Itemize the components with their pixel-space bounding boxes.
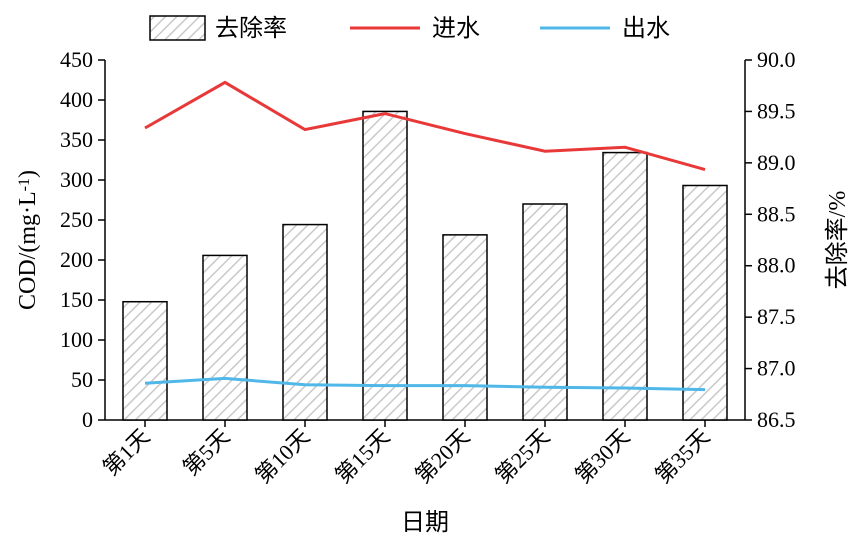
y-left-tick-label: 0 <box>82 407 93 432</box>
y-right-tick-label: 90.0 <box>757 47 796 72</box>
x-tick-label: 第15天 <box>330 424 394 488</box>
bar <box>283 225 327 420</box>
bar <box>363 111 407 420</box>
chart-svg: 去除率 进水 出水 0 50 100 150 200 250 300 350 400 450 86… <box>0 0 865 544</box>
y-left-tick-label: 450 <box>60 47 93 72</box>
legend-bar-swatch <box>150 16 205 40</box>
x-tick-label: 第25天 <box>490 424 554 488</box>
legend-blue-label: 出水 <box>622 15 670 42</box>
legend-bar-label: 去除率 <box>215 15 287 42</box>
y-left-tick-label: 300 <box>60 167 93 192</box>
y-right-title: 去除率/% <box>824 191 851 290</box>
x-tick-label: 第1天 <box>98 424 155 481</box>
bars-group <box>123 111 727 420</box>
y-left-tick-label: 350 <box>60 127 93 152</box>
y-left-tick-label: 150 <box>60 287 93 312</box>
x-tick-label: 第10天 <box>250 424 314 488</box>
bar <box>123 302 167 420</box>
legend: 去除率 进水 出水 <box>150 15 670 42</box>
y-right-tick-label: 87.5 <box>757 304 796 329</box>
x-tick-label: 第20天 <box>410 424 474 488</box>
x-ticks: 第1天第5天第10天第15天第20天第25天第30天第35天 <box>98 420 715 488</box>
y-left-tick-label: 50 <box>71 367 93 392</box>
y-left-tick-label: 250 <box>60 207 93 232</box>
bar <box>203 255 247 420</box>
y-left-tick-label: 100 <box>60 327 93 352</box>
x-axis-title: 日期 <box>401 510 449 536</box>
y-left-title: COD/(mg·L-1) <box>15 170 41 310</box>
y-right-tick-label: 88.0 <box>757 253 796 278</box>
bar <box>683 185 727 420</box>
y-left-tick-label: 400 <box>60 87 93 112</box>
y-left-tick-label: 200 <box>60 247 93 272</box>
y-right-tick-label: 89.0 <box>757 150 796 175</box>
x-tick-label: 第35天 <box>650 424 714 488</box>
y-right-tick-label: 86.5 <box>757 407 796 432</box>
legend-red-label: 进水 <box>432 15 480 42</box>
y-right-tick-label: 87.0 <box>757 356 796 381</box>
x-tick-label: 第5天 <box>178 424 235 481</box>
y-right-tick-label: 88.5 <box>757 201 796 226</box>
bar <box>443 235 487 420</box>
x-tick-label: 第30天 <box>570 424 634 488</box>
axes <box>105 60 745 420</box>
y-right-ticks: 86.5 87.0 87.5 88.0 88.5 89.0 89.5 90.0 <box>745 47 796 432</box>
y-right-tick-label: 89.5 <box>757 98 796 123</box>
y-left-ticks: 0 50 100 150 200 250 300 350 400 450 <box>60 47 105 432</box>
chart-container: 去除率 进水 出水 0 50 100 150 200 250 300 350 400 450 86… <box>0 0 865 544</box>
bar <box>603 153 647 420</box>
